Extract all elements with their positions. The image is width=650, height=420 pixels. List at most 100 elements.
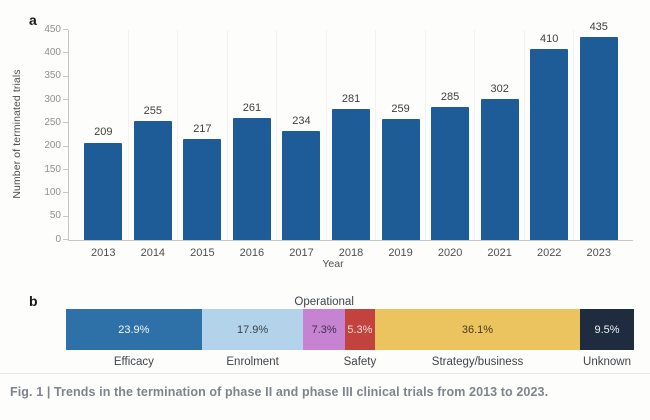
x-tick-label: 2014 [140,247,166,259]
figure-caption-divider [0,373,650,374]
stacked-segment: 9.5% [580,309,634,350]
bar-column: 410 2022 [523,30,574,259]
segment-label-above [375,295,580,309]
y-tick-label: 400 [44,46,61,58]
bar [381,119,420,240]
bar-column: 259 2019 [375,30,425,259]
y-tick-label: 150 [44,163,61,175]
bar [579,37,618,240]
segment-label-above [202,295,304,309]
bar-column: 234 2017 [276,30,326,259]
segment-label-below [303,354,344,370]
y-tick-mark [63,122,68,124]
segment-label-above [345,295,375,309]
bar-value-label: 285 [440,91,460,103]
segment-label-above [66,295,202,309]
y-tick-label: 200 [44,140,61,152]
y-tick-mark [63,215,68,217]
bar-column: 217 2015 [177,30,227,259]
bar [133,121,172,240]
figure-caption: Fig. 1 | Trends in the termination of ph… [10,385,549,399]
y-tick-label: 300 [44,93,61,105]
y-tick-mark [63,29,68,30]
bar-value-label: 255 [143,105,162,117]
segment-label-below: Unknown [583,356,631,368]
segment-label-above: Operational [294,296,354,308]
bar [84,142,123,240]
stacked-segment: 5.3% [344,309,375,350]
bar-columns: 209 2013 255 2014 217 2015 261 2016 234 2017 281 20… [69,21,633,259]
stacked-segment: 23.9% [66,309,202,350]
bar-value-label: 435 [589,21,608,33]
bar-value-label: 261 [242,102,262,115]
panel-a-label: a [29,12,38,28]
x-tick-label: 2015 [190,247,215,259]
stacked-segment: 7.3% [303,309,345,350]
stacked-bar-segments: 23.9% 17.9% 7.3% 5.3% 36.1% 9.5% [66,309,634,350]
y-tick-label: 350 [44,70,61,82]
bar-value-label: 234 [292,114,311,127]
segment-percent-label: 9.5% [594,323,620,336]
segment-percent-label: 7.3% [311,323,337,336]
bar-value-label: 302 [490,83,509,96]
segment-label-below: Efficacy [113,356,154,368]
bar [183,138,222,240]
x-tick-label: 2017 [289,247,314,259]
y-tick-mark [63,75,68,77]
bar [332,108,370,240]
y-tick-label: 100 [44,186,61,198]
y-tick-label: 50 [49,210,61,222]
stacked-bottom-labels: Efficacy Enrolment Safety Strategy/business… [66,354,634,370]
y-tick-mark [63,145,68,147]
segment-percent-label: 36.1% [461,323,494,336]
bar-value-label: 281 [341,92,361,105]
stacked-bar-chart: Operational 23.9% 17.9% 7.3% 5.3% 36.1% 9.5% … [66,295,634,370]
bar [431,107,470,240]
y-axis-title: Number of terminated trials [11,69,23,199]
bar-column: 302 2021 [474,30,524,259]
bar-chart-plot: 0 50 100 150 200 250 300 350 400 450 209 2013 255 20… [44,21,633,259]
segment-label-below: Safety [343,356,377,368]
y-tick-mark [63,52,68,54]
x-tick-label: 2020 [437,247,463,259]
segment-percent-label: 5.3% [347,323,373,336]
x-tick-label: 2021 [487,247,512,259]
stacked-segment: 36.1% [374,309,581,350]
stacked-top-labels: Operational [66,295,634,309]
x-tick-label: 2013 [91,247,116,259]
stacked-segment: 17.9% [201,309,304,350]
y-tick-label: 450 [44,23,61,35]
bar-column: 281 2018 [325,30,376,259]
segment-label-below: Enrolment [226,356,279,368]
x-tick-label: 2018 [338,247,364,259]
bar-column: 209 2013 [79,30,128,259]
bar [530,48,569,240]
segment-percent-label: 17.9% [236,323,269,336]
y-tick-mark [63,169,68,170]
x-axis-title: Year [322,258,344,270]
segment-label-below: Strategy/business [431,356,524,368]
y-tick-mark [63,239,68,240]
bar [232,118,271,240]
bar-value-label: 259 [391,103,410,116]
bar [480,99,519,240]
y-tick-mark [63,99,68,100]
x-tick-label: 2023 [586,247,611,259]
y-tick-mark [63,192,68,194]
bar-column: 261 2016 [226,30,277,259]
segment-percent-label: 23.9% [118,323,150,336]
bar-column: 255 2014 [127,30,178,259]
bar-column: 435 2023 [573,21,623,259]
panel-b-label: b [29,293,38,309]
y-tick-label: 250 [44,116,61,128]
bar-column: 285 2020 [424,30,475,259]
y-tick-label: 0 [55,233,61,245]
x-tick-label: 2019 [388,247,413,259]
x-tick-label: 2016 [239,247,265,259]
x-tick-label: 2022 [536,247,562,259]
bar [282,130,321,240]
bar-value-label: 410 [540,32,559,45]
bar-value-label: 217 [193,122,212,135]
segment-label-above [580,295,634,309]
